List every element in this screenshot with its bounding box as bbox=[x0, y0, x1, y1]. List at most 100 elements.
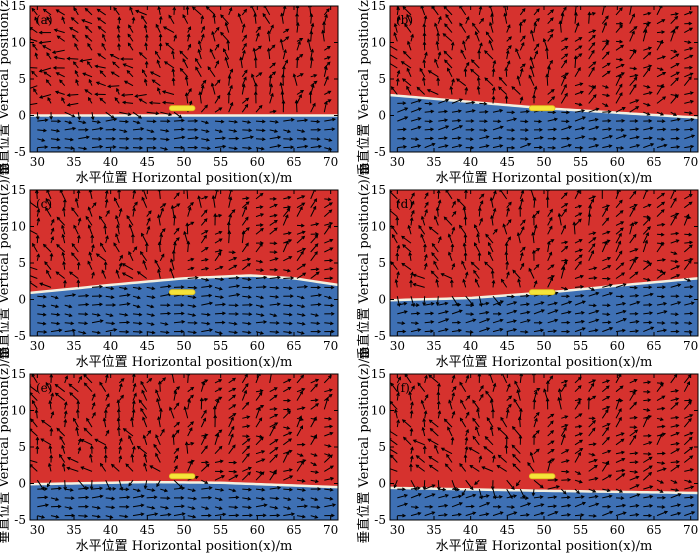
velocity-arrowhead bbox=[260, 213, 265, 217]
velocity-arrow bbox=[187, 394, 194, 401]
x-tick-label: 55 bbox=[573, 155, 588, 169]
velocity-arrow bbox=[684, 40, 691, 44]
velocity-arrowhead bbox=[496, 464, 501, 469]
velocity-arrow bbox=[465, 101, 475, 104]
velocity-arrow bbox=[310, 23, 314, 33]
velocity-arrow bbox=[77, 262, 80, 270]
velocity-arrow bbox=[159, 228, 166, 235]
velocity-arrowhead bbox=[608, 127, 613, 132]
velocity-arrowhead bbox=[524, 128, 529, 132]
velocity-arrowhead bbox=[424, 208, 428, 213]
velocity-arrowhead bbox=[55, 9, 60, 13]
velocity-arrow bbox=[31, 374, 38, 384]
velocity-arrow bbox=[520, 143, 531, 149]
velocity-arrowhead bbox=[466, 395, 471, 399]
velocity-arrowhead bbox=[548, 251, 553, 256]
velocity-arrow bbox=[615, 190, 620, 200]
velocity-arrow bbox=[310, 145, 322, 149]
velocity-arrowhead bbox=[417, 382, 422, 387]
velocity-arrow bbox=[460, 49, 467, 60]
velocity-arrow bbox=[310, 497, 318, 501]
velocity-arrow bbox=[451, 98, 463, 104]
velocity-arrow bbox=[683, 76, 692, 87]
velocity-arrow bbox=[228, 257, 237, 262]
velocity-arrow bbox=[656, 382, 664, 384]
velocity-arrowhead bbox=[142, 434, 147, 439]
velocity-arrowhead bbox=[326, 56, 331, 60]
velocity-arrow bbox=[670, 424, 679, 428]
velocity-arrow bbox=[477, 86, 480, 95]
velocity-arrow bbox=[163, 26, 175, 34]
velocity-arrowhead bbox=[618, 250, 623, 255]
velocity-arrowhead bbox=[606, 204, 611, 209]
velocity-arrowhead bbox=[190, 459, 195, 464]
velocity-arrow bbox=[670, 260, 678, 263]
velocity-arrow bbox=[59, 190, 66, 200]
velocity-arrowhead bbox=[165, 128, 170, 133]
velocity-arrowhead bbox=[89, 486, 94, 491]
velocity-arrow bbox=[418, 225, 426, 235]
velocity-arrow bbox=[629, 390, 637, 393]
velocity-arrowhead bbox=[76, 279, 81, 284]
velocity-arrow bbox=[118, 43, 120, 51]
velocity-arrowhead bbox=[404, 502, 409, 507]
velocity-arrow bbox=[323, 66, 327, 77]
velocity-arrowhead bbox=[484, 261, 488, 266]
velocity-arrow bbox=[105, 199, 108, 208]
velocity-arrowhead bbox=[594, 328, 599, 333]
velocity-arrowhead bbox=[148, 210, 152, 215]
velocity-arrow bbox=[57, 35, 65, 42]
velocity-arrowhead bbox=[395, 77, 400, 82]
velocity-arrow bbox=[155, 51, 161, 60]
velocity-arrowhead bbox=[247, 505, 252, 510]
velocity-arrowhead bbox=[549, 225, 553, 230]
velocity-arrow bbox=[323, 394, 333, 401]
velocity-arrow bbox=[492, 109, 503, 113]
velocity-arrowhead bbox=[606, 379, 611, 384]
velocity-arrow bbox=[574, 312, 584, 315]
velocity-arrow bbox=[201, 230, 208, 235]
velocity-arrowhead bbox=[62, 206, 66, 211]
velocity-arrowhead bbox=[522, 63, 526, 68]
x-tick-label: 35 bbox=[66, 339, 81, 353]
velocity-arrow bbox=[71, 207, 79, 217]
velocity-arrowhead bbox=[72, 126, 77, 131]
velocity-arrow bbox=[160, 506, 169, 509]
velocity-arrow bbox=[255, 286, 266, 288]
velocity-arrowhead bbox=[289, 487, 294, 492]
velocity-arrow bbox=[99, 382, 107, 392]
velocity-arrowhead bbox=[324, 13, 328, 18]
velocity-arrowhead bbox=[564, 286, 569, 291]
velocity-arrow bbox=[228, 129, 237, 132]
velocity-arrowhead bbox=[26, 88, 29, 91]
velocity-arrow bbox=[447, 68, 453, 78]
velocity-arrowhead bbox=[592, 94, 597, 98]
velocity-arrowhead bbox=[557, 212, 562, 217]
velocity-arrowhead bbox=[403, 145, 408, 149]
velocity-arrow bbox=[296, 90, 304, 95]
velocity-arrow bbox=[201, 138, 210, 141]
velocity-arrowhead bbox=[601, 187, 604, 190]
velocity-arrowhead bbox=[459, 462, 463, 467]
velocity-arrowhead bbox=[457, 320, 462, 325]
velocity-arrow bbox=[310, 313, 319, 317]
velocity-arrowhead bbox=[126, 293, 131, 297]
velocity-arrowhead bbox=[550, 264, 555, 268]
velocity-arrowhead bbox=[131, 16, 136, 21]
velocity-arrow bbox=[656, 144, 667, 149]
velocity-arrowhead bbox=[444, 310, 449, 314]
velocity-arrow bbox=[50, 393, 54, 401]
velocity-arrowhead bbox=[648, 320, 653, 325]
velocity-arrowhead bbox=[290, 145, 295, 150]
velocity-arrow bbox=[588, 205, 592, 217]
velocity-arrow bbox=[283, 129, 291, 133]
velocity-arrowhead bbox=[284, 59, 288, 64]
velocity-arrowhead bbox=[517, 278, 521, 283]
velocity-arrow bbox=[187, 488, 196, 492]
velocity-arrow bbox=[324, 147, 332, 151]
velocity-arrowhead bbox=[184, 75, 189, 80]
velocity-arrow bbox=[173, 321, 185, 324]
velocity-arrowhead bbox=[504, 94, 509, 99]
velocity-arrow bbox=[149, 465, 161, 472]
velocity-arrowhead bbox=[675, 26, 679, 30]
